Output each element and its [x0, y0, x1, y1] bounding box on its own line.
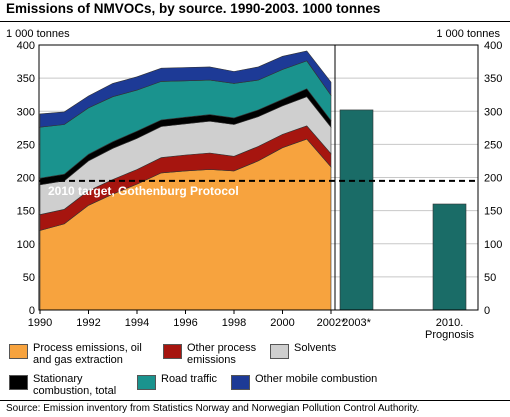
- y-tick-left-250: 250: [17, 139, 35, 151]
- y-tick-left-300: 300: [17, 106, 35, 118]
- y-tick-right-300: 300: [484, 106, 502, 118]
- y-axis-unit-left: 1 000 tonnes: [6, 28, 70, 40]
- y-tick-left-50: 50: [23, 272, 35, 284]
- bar-label-0-0: 2003*: [342, 317, 371, 329]
- y-tick-right-50: 50: [484, 272, 496, 284]
- y-tick-left-350: 350: [17, 73, 35, 85]
- y-tick-left-0: 0: [29, 305, 35, 317]
- y-tick-right-150: 150: [484, 206, 502, 218]
- y-tick-right-100: 100: [484, 239, 502, 251]
- x-tick-label-1994: 1994: [125, 317, 149, 329]
- bar-label-1-1: Prognosis: [425, 329, 474, 341]
- bar-0: [339, 109, 374, 311]
- y-tick-left-100: 100: [17, 239, 35, 251]
- y-tick-right-250: 250: [484, 139, 502, 151]
- source-rule: [0, 400, 510, 401]
- bar-1: [432, 203, 467, 311]
- y-tick-left-150: 150: [17, 206, 35, 218]
- x-tick-label-2000: 2000: [270, 317, 294, 329]
- y-tick-right-400: 400: [484, 40, 502, 52]
- y-tick-left-400: 400: [17, 40, 35, 52]
- target-line-label: 2010 target, Gothenburg Protocol: [48, 184, 239, 198]
- x-tick-label-1990: 1990: [28, 317, 52, 329]
- y-tick-right-200: 200: [484, 173, 502, 185]
- area-series-5: [39, 50, 332, 128]
- chart-title: Emissions of NMVOCs, by source. 1990-200…: [6, 1, 381, 16]
- x-tick-label-2002*: 2002*: [317, 317, 346, 329]
- y-tick-left-200: 200: [17, 173, 35, 185]
- x-tick-label-1998: 1998: [222, 317, 246, 329]
- bar-label-1-0: 2010.: [436, 317, 464, 329]
- title-rule: [0, 21, 510, 22]
- plot-frame: [38, 44, 479, 311]
- x-tick-label-1992: 1992: [76, 317, 100, 329]
- y-tick-right-350: 350: [484, 73, 502, 85]
- source-note: Source: Emission inventory from Statisti…: [6, 403, 420, 414]
- x-tick-label-1996: 1996: [173, 317, 197, 329]
- y-axis-unit-right: 1 000 tonnes: [436, 28, 500, 40]
- y-tick-right-0: 0: [484, 305, 490, 317]
